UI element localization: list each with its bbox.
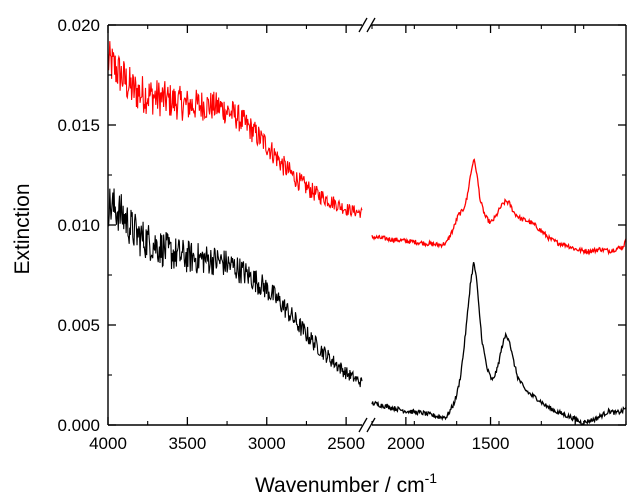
axis-break-mark-top-1	[358, 17, 368, 33]
series-1	[107, 41, 627, 256]
x-tick-label: 3500	[168, 434, 206, 453]
y-tick-label: 0.000	[57, 416, 100, 435]
x-tick-label: 1000	[556, 434, 594, 453]
y-tick-label: 0.005	[57, 316, 100, 335]
series-1-segment-left	[107, 41, 363, 218]
series-2-segment-left	[107, 188, 363, 388]
x-axis-title-superscript: -1	[425, 470, 438, 486]
y-axis-title: Extinction	[11, 183, 34, 274]
labels-layer: 0.000 0.005 0.010 0.015 0.020 4000 3500 3000 250…	[57, 16, 594, 453]
y-tick-label: 0.020	[57, 16, 100, 35]
x-tick-label: 3000	[248, 434, 286, 453]
series-2-segment-right	[371, 262, 627, 426]
x-tick-label: 2000	[387, 434, 425, 453]
x-tick-label: 1500	[472, 434, 510, 453]
x-tick-label: 4000	[89, 434, 127, 453]
y-tick-label: 0.015	[57, 116, 100, 135]
series-2	[107, 188, 627, 426]
axis-break-mark-top-2	[366, 17, 376, 33]
series-layer	[107, 41, 627, 426]
x-axis-title: Wavenumber / cm-1	[255, 470, 437, 497]
x-tick-label: 2500	[327, 434, 365, 453]
axis-break-mark-bottom-1	[358, 417, 368, 433]
axes-layer	[107, 17, 627, 433]
series-1-segment-right	[371, 158, 627, 256]
axis-break-mark-bottom-2	[366, 417, 376, 433]
x-axis-title-text: Wavenumber / cm	[255, 474, 425, 497]
y-tick-label: 0.010	[57, 216, 100, 235]
